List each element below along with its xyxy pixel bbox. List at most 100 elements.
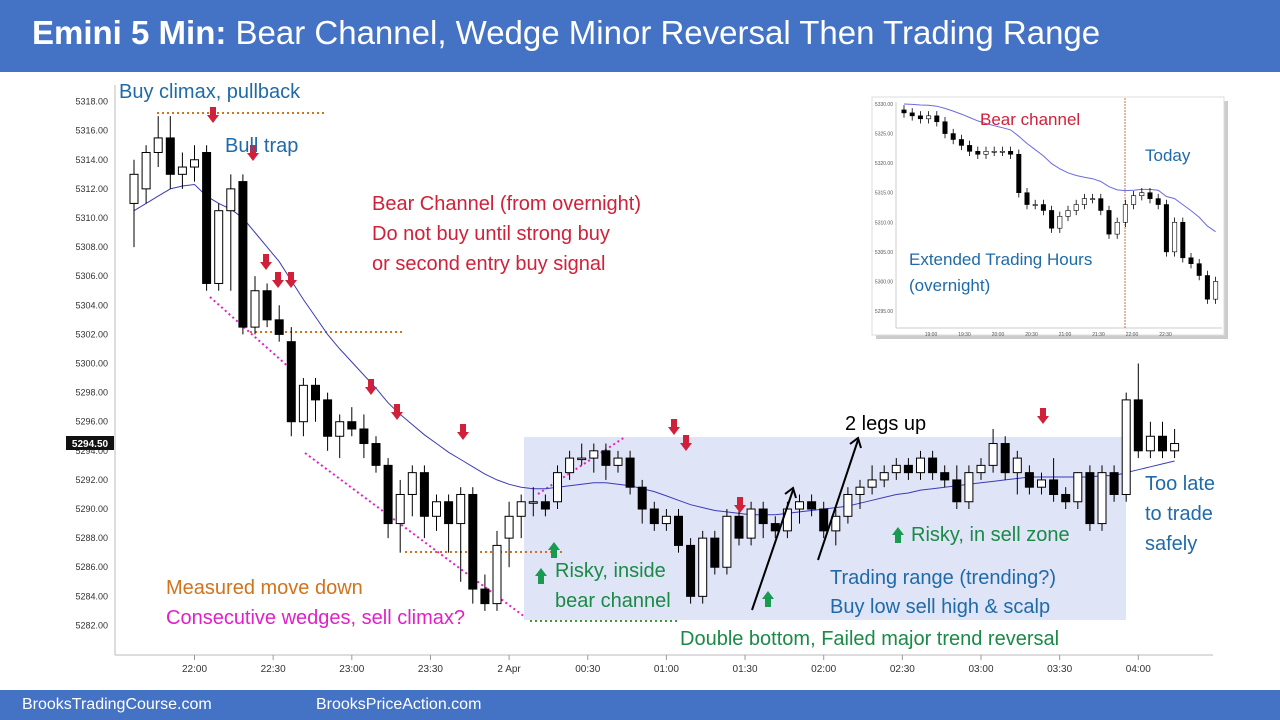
y-tick-label: 5302.00 xyxy=(75,329,108,339)
inset-bear-candle xyxy=(901,109,907,114)
inset-y-tick-label: 5330.00 xyxy=(875,102,893,108)
x-tick-label: 02:30 xyxy=(890,664,915,675)
bull-candle xyxy=(177,166,187,175)
inset-today-note: Today xyxy=(1145,146,1191,165)
bear-channel-note-1: Bear Channel (from overnight) xyxy=(372,193,641,215)
inset-bear-candle xyxy=(909,112,915,117)
inset-bull-candle xyxy=(1073,204,1079,211)
too-late-note-1: Too late xyxy=(1145,473,1215,495)
buy-signal-arrows xyxy=(535,527,904,607)
x-tick-label: 2 Apr xyxy=(497,664,521,675)
footer-link-price-action[interactable]: BrooksPriceAction.com xyxy=(316,696,482,713)
y-tick-label: 5310.00 xyxy=(75,213,108,223)
measured-move-note: Measured move down xyxy=(166,577,363,599)
x-tick-label: 23:00 xyxy=(339,664,364,675)
bull-trap-note: Bull trap xyxy=(225,135,298,157)
inset-bear-candle xyxy=(1155,198,1161,205)
inset-y-tick-label: 5315.00 xyxy=(875,191,893,197)
bull-candle xyxy=(141,151,151,190)
x-tick-label: 22:00 xyxy=(182,664,207,675)
double-bottom-note: Double bottom, Failed major trend revers… xyxy=(680,628,1059,650)
inset-x-tick-label: 22:00 xyxy=(1126,332,1139,338)
x-tick-label: 00:30 xyxy=(575,664,600,675)
inset-bull-candle xyxy=(926,115,932,120)
inset-x-tick-label: 19:30 xyxy=(958,332,971,338)
bear-candle xyxy=(637,486,647,510)
bear-candle xyxy=(734,515,744,539)
inset-bear-candle xyxy=(1163,204,1169,253)
bull-candle xyxy=(988,443,998,466)
inset-bear-candle xyxy=(1180,221,1186,259)
inset-bull-candle xyxy=(1114,221,1120,235)
inset-x-tick-label: 20:30 xyxy=(1025,332,1038,338)
bear-candle xyxy=(819,508,829,532)
bear-candle xyxy=(359,428,369,445)
red-down-arrow xyxy=(680,435,692,451)
inset-bull-candle xyxy=(1032,204,1038,206)
inset-eth-note-1: Extended Trading Hours xyxy=(909,250,1092,269)
inset-x-tick-label: 21:00 xyxy=(1059,332,1072,338)
bear-candle xyxy=(419,472,429,517)
red-down-arrow xyxy=(365,379,377,395)
bear-candle xyxy=(383,464,393,525)
chart-title: Emini 5 Min: Bear Channel, Wedge Minor R… xyxy=(32,14,1100,52)
title-bold: Emini 5 Min: xyxy=(32,14,227,51)
inset-y-ticks: 5330.00 5325.00 5320.00 5315.00 5310.00 5305.… xyxy=(875,102,893,315)
green-up-arrow xyxy=(548,542,560,558)
wedge-line-2 xyxy=(304,452,526,618)
bear-candle xyxy=(952,479,962,503)
bear-candle xyxy=(903,464,913,474)
y-tick-labels: 5318.00 5316.00 5314.00 5312.00 5310.00 5308.… xyxy=(75,97,108,631)
inset-bear-candle xyxy=(975,151,981,155)
trading-range-note-2: Buy low sell high & scalp xyxy=(830,596,1050,618)
inset-y-tick-label: 5295.00 xyxy=(875,309,893,315)
inset-bull-candle xyxy=(983,151,989,155)
y-tick-label: 5314.00 xyxy=(75,155,108,165)
bear-candle xyxy=(1133,399,1143,452)
red-down-arrow xyxy=(272,272,284,288)
footer-link-trading-course[interactable]: BrooksTradingCourse.com xyxy=(22,696,212,713)
inset-bear-candle xyxy=(1196,263,1202,276)
bull-candle xyxy=(1012,457,1022,474)
bear-candle xyxy=(286,341,296,423)
y-tick-label: 5318.00 xyxy=(75,97,108,107)
bull-candle xyxy=(1145,435,1155,452)
bull-candle xyxy=(891,464,901,474)
too-late-note-3: safely xyxy=(1145,533,1197,555)
bull-candle xyxy=(867,479,877,488)
inset-bull-candle xyxy=(991,151,997,153)
x-tick-labels: 22:00 22:30 23:00 23:30 2 Apr 00:30 01:00 01:30… xyxy=(182,655,1151,675)
bear-candle xyxy=(1109,472,1119,495)
inset-bear-candle xyxy=(1040,204,1046,211)
inset-candles xyxy=(901,105,1219,304)
bull-candle xyxy=(577,457,587,461)
bear-candle xyxy=(444,501,454,525)
inset-bear-candle xyxy=(950,133,956,140)
footer-banner: BrooksTradingCourse.com BrooksPriceActio… xyxy=(0,690,1280,720)
bear-candle xyxy=(1158,435,1167,452)
bull-candle xyxy=(1097,472,1107,525)
consecutive-wedges-note: Consecutive wedges, sell climax? xyxy=(166,607,465,629)
y-tick-label: 5296.00 xyxy=(75,417,108,427)
bear-candle xyxy=(468,493,478,590)
title-banner: Emini 5 Min: Bear Channel, Wedge Minor R… xyxy=(0,0,1280,72)
y-tick-label: 5282.00 xyxy=(75,620,108,630)
inset-eth-note-2: (overnight) xyxy=(909,276,990,295)
inset-ema-line xyxy=(903,103,1216,233)
x-tick-label: 03:00 xyxy=(968,664,993,675)
bull-candle xyxy=(964,472,974,503)
bear-candle xyxy=(1085,472,1095,525)
bull-candle xyxy=(976,464,986,474)
bear-candle xyxy=(710,537,720,568)
inset-bear-candle xyxy=(1098,198,1104,211)
bull-candle xyxy=(553,472,562,503)
bull-candle xyxy=(1073,472,1083,503)
bear-candle xyxy=(262,290,272,321)
inset-bear-candle xyxy=(1016,153,1022,194)
x-tick-label: 03:30 xyxy=(1047,664,1072,675)
bull-candle xyxy=(855,486,865,495)
x-tick-label: 02:00 xyxy=(811,664,836,675)
last-price-box xyxy=(66,436,114,450)
bull-candle xyxy=(722,515,732,568)
